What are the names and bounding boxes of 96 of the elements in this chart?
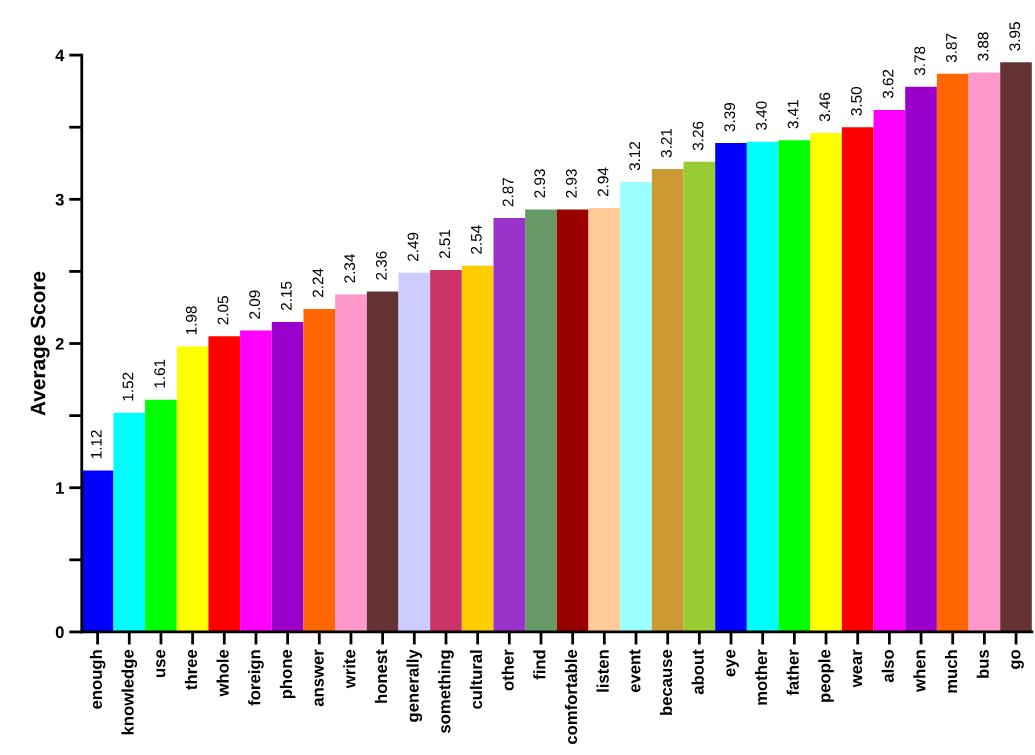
bar — [841, 127, 874, 632]
bar — [810, 132, 842, 632]
x-tick-label: knowledge — [121, 649, 138, 735]
data-label: 3.26 — [692, 121, 704, 151]
x-tick-label: answer — [314, 649, 324, 707]
x-tick-label: eye — [726, 649, 739, 677]
data-label: 2.49 — [407, 232, 419, 261]
data-label: 3.62 — [882, 69, 894, 99]
x-tick-label: about — [691, 649, 704, 695]
y-axis-title: Average Score — [30, 271, 50, 416]
bar — [335, 294, 367, 632]
data-label: 2.93 — [534, 169, 546, 198]
bar — [778, 140, 811, 632]
bar — [81, 470, 114, 632]
data-label: 3.12 — [629, 141, 641, 171]
x-tick-label: mother — [754, 649, 768, 705]
bar — [683, 161, 716, 632]
data-label: 2.24 — [312, 268, 324, 298]
x-tick-label: listen — [596, 650, 609, 692]
data-label: 1.98 — [185, 306, 197, 335]
y-tick-label: 1 — [56, 482, 64, 494]
bar — [303, 308, 336, 632]
data-label: 2.51 — [439, 229, 451, 259]
x-tick-label: write — [343, 649, 356, 689]
data-label: 2.54 — [470, 225, 482, 254]
data-label: 2.15 — [280, 281, 292, 311]
data-label: 3.39 — [724, 102, 736, 132]
data-label: 3.95 — [1009, 22, 1021, 51]
x-tick-label: go — [1011, 649, 1024, 669]
bar — [398, 272, 431, 632]
x-tick-label: also — [881, 649, 894, 683]
x-tick-label: people — [818, 649, 834, 702]
bar — [176, 346, 209, 632]
bar — [461, 265, 494, 632]
data-label: 2.34 — [344, 254, 356, 283]
x-tick-label: cultural — [469, 650, 483, 709]
x-tick-label: something — [438, 650, 454, 733]
x-tick-label: find — [533, 650, 546, 680]
data-label: 3.87 — [946, 33, 957, 63]
bar — [145, 399, 177, 632]
x-tick-label: because — [659, 649, 673, 715]
bar — [715, 143, 747, 632]
x-tick-label: much — [944, 650, 958, 693]
data-label: 2.87 — [502, 177, 514, 207]
x-tick-label: comfortable — [564, 649, 578, 745]
data-label: 2.09 — [249, 290, 261, 319]
data-label: 3.21 — [660, 128, 672, 158]
data-label: 3.40 — [755, 101, 767, 130]
bar — [366, 291, 399, 632]
bar — [493, 218, 526, 632]
data-label: 3.46 — [819, 92, 831, 122]
x-tick-label: bus — [976, 649, 989, 678]
data-label: 2.05 — [217, 296, 229, 325]
bar — [588, 207, 621, 632]
data-label: 3.50 — [850, 86, 862, 116]
x-tick-label: phone — [279, 649, 296, 699]
bar — [271, 321, 304, 632]
bar — [240, 330, 272, 632]
data-label: 3.41 — [787, 100, 799, 129]
bar — [620, 182, 652, 632]
data-label: 3.88 — [977, 32, 989, 61]
x-tick-label: other — [501, 649, 514, 691]
x-tick-label: generally — [406, 649, 423, 722]
x-tick-label: whole — [216, 649, 229, 697]
x-tick-label: foreign — [248, 650, 264, 706]
y-tick-label: 4 — [55, 49, 65, 62]
bar — [1000, 62, 1032, 632]
bar — [905, 86, 937, 632]
bar — [936, 73, 969, 632]
data-label: 1.52 — [122, 372, 134, 401]
bar — [651, 169, 684, 632]
data-label: 2.93 — [565, 169, 577, 198]
data-label: 1.12 — [90, 430, 102, 459]
x-tick-label: use — [156, 649, 166, 677]
x-tick-label: three — [184, 649, 198, 690]
bar — [525, 209, 557, 632]
bar — [746, 141, 779, 632]
data-label: 3.78 — [914, 46, 926, 76]
y-tick-label: 0 — [55, 626, 64, 639]
data-label: 1.61 — [154, 359, 166, 388]
x-tick-label: honest — [374, 649, 388, 703]
data-label: 2.36 — [375, 251, 387, 280]
bar — [968, 72, 1001, 632]
x-tick-label: father — [786, 649, 799, 696]
y-tick-label: 2 — [55, 337, 64, 350]
x-tick-label: wear — [853, 649, 863, 688]
bar — [873, 109, 906, 632]
bar — [556, 209, 589, 632]
bar — [208, 336, 241, 632]
x-tick-label: event — [629, 649, 641, 693]
x-tick-label: enough — [89, 650, 106, 709]
bar — [113, 412, 146, 632]
y-tick-label: 3 — [55, 193, 64, 206]
x-tick-label: when — [913, 650, 926, 692]
bar — [430, 269, 462, 632]
data-label: 2.94 — [597, 167, 609, 197]
